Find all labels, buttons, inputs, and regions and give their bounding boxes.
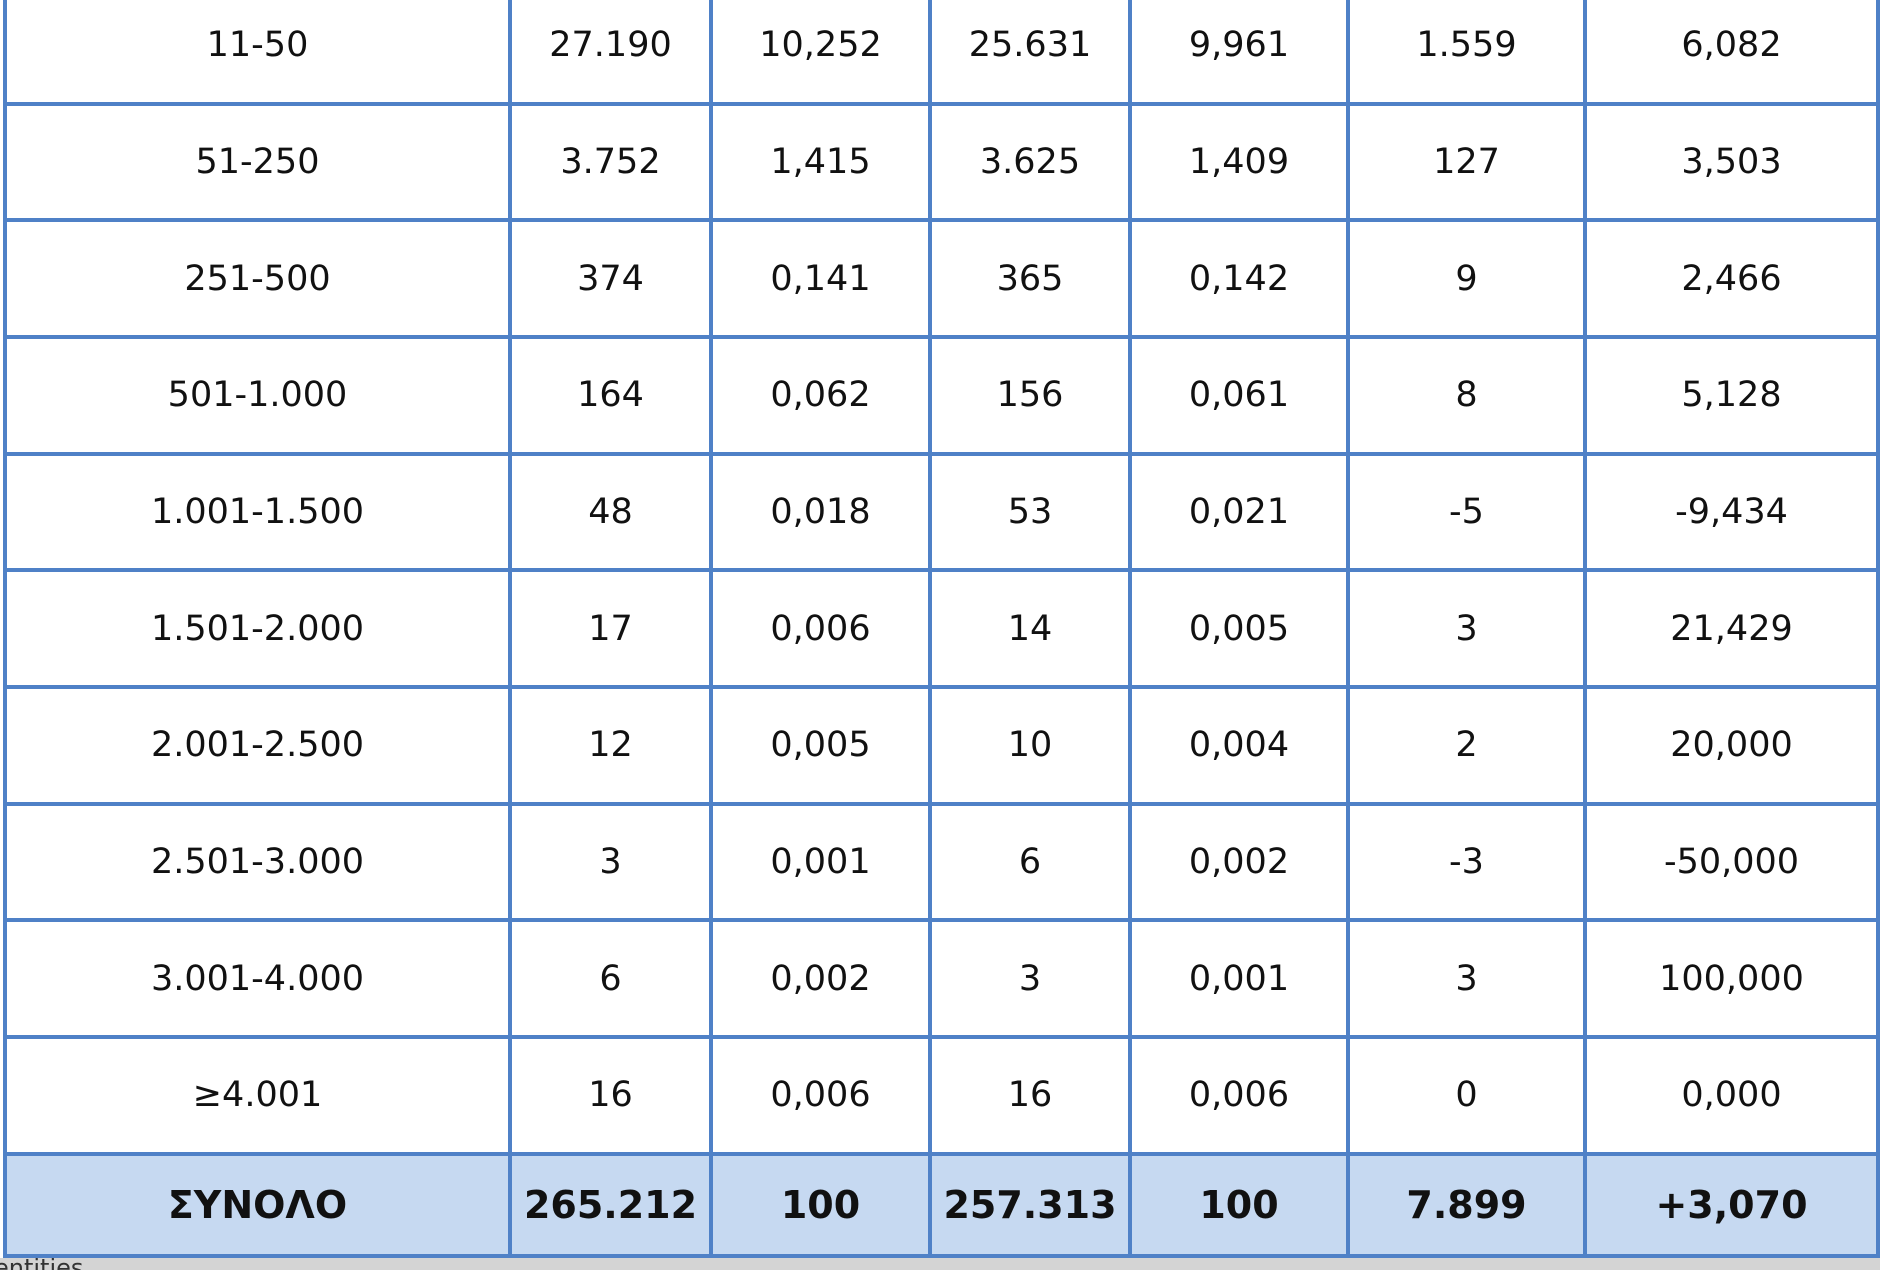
table-cell: 5,128 xyxy=(1587,338,1880,456)
table-cell: 251-500 xyxy=(3,222,512,339)
table-cell: -9,434 xyxy=(1587,455,1880,573)
table-cell: 6 xyxy=(932,805,1132,923)
table-cell: 6,082 xyxy=(1587,0,1880,106)
table-cell: 7.899 xyxy=(1350,1155,1587,1258)
table-cell: 265.212 xyxy=(512,1155,713,1258)
table-cell: 16 xyxy=(932,1039,1132,1156)
table-cell: 3,503 xyxy=(1587,105,1880,223)
table-cell: 10,252 xyxy=(713,0,932,106)
table-cell: 0,018 xyxy=(713,455,932,573)
table-cell: 0,021 xyxy=(1132,455,1350,573)
sheet-tab[interactable]: entities xyxy=(0,1258,83,1270)
table-cell: 12 xyxy=(512,689,713,806)
table-cell: 156 xyxy=(932,338,1132,456)
table-cell: 8 xyxy=(1350,338,1587,456)
table-cell: 0,005 xyxy=(713,689,932,806)
table-cell: 0,001 xyxy=(713,805,932,923)
table-cell: 14 xyxy=(932,572,1132,689)
table-cell: 51-250 xyxy=(3,105,512,223)
table-cell: -50,000 xyxy=(1587,805,1880,923)
table-cell: 0,006 xyxy=(713,1039,932,1156)
table-cell: 0,004 xyxy=(1132,689,1350,806)
table-cell: 1.001-1.500 xyxy=(3,455,512,573)
table-cell: 27.190 xyxy=(512,0,713,106)
table-cell: 53 xyxy=(932,455,1132,573)
table-cell: 365 xyxy=(932,222,1132,339)
table-cell: 3 xyxy=(1350,572,1587,689)
table-cell: 0,061 xyxy=(1132,338,1350,456)
table-cell: 1,415 xyxy=(713,105,932,223)
table-cell: 3 xyxy=(512,805,713,923)
table-cell: -3 xyxy=(1350,805,1587,923)
table-cell: 164 xyxy=(512,338,713,456)
table-cell: 3.001-4.000 xyxy=(3,922,512,1040)
table-cell: 0,002 xyxy=(1132,805,1350,923)
table-cell: 100 xyxy=(1132,1155,1350,1258)
table-cell: 21,429 xyxy=(1587,572,1880,689)
table-cell: 10 xyxy=(932,689,1132,806)
table-cell: 16 xyxy=(512,1039,713,1156)
table-cell: 2 xyxy=(1350,689,1587,806)
table-cell: 6 xyxy=(512,922,713,1040)
table-cell: 0,002 xyxy=(713,922,932,1040)
table-cell: 0,006 xyxy=(1132,1039,1350,1156)
table-cell: 0,141 xyxy=(713,222,932,339)
table-cell: 0,005 xyxy=(1132,572,1350,689)
table-cell: 17 xyxy=(512,572,713,689)
table-cell: 3 xyxy=(932,922,1132,1040)
table-cell: 2,466 xyxy=(1587,222,1880,339)
table-cell: 48 xyxy=(512,455,713,573)
table-cell: 3.752 xyxy=(512,105,713,223)
table-cell: 20,000 xyxy=(1587,689,1880,806)
table-cell: 1.559 xyxy=(1350,0,1587,106)
table-cell: 374 xyxy=(512,222,713,339)
table-cell: ΣΥΝΟΛΟ xyxy=(3,1155,512,1258)
table-cell: 9,961 xyxy=(1132,0,1350,106)
table-cell: 9 xyxy=(1350,222,1587,339)
table-cell: 0,142 xyxy=(1132,222,1350,339)
table-cell: 11-50 xyxy=(3,0,512,106)
table-cell: 2.501-3.000 xyxy=(3,805,512,923)
table-cell: 127 xyxy=(1350,105,1587,223)
table-cell: ≥4.001 xyxy=(3,1039,512,1156)
table-cell: 501-1.000 xyxy=(3,338,512,456)
table-cell: 0 xyxy=(1350,1039,1587,1156)
table-cell: 0,006 xyxy=(713,572,932,689)
table-cell: 100 xyxy=(713,1155,932,1258)
table-cell: 0,001 xyxy=(1132,922,1350,1040)
table-cell: 257.313 xyxy=(932,1155,1132,1258)
table-cell: -5 xyxy=(1350,455,1587,573)
sheet-tab-bar: entities xyxy=(0,1258,1880,1270)
table-cell: 3 xyxy=(1350,922,1587,1040)
table-cell: 100,000 xyxy=(1587,922,1880,1040)
table-cell: 3.625 xyxy=(932,105,1132,223)
table-cell: 0,062 xyxy=(713,338,932,456)
table-cell: 0,000 xyxy=(1587,1039,1880,1156)
table-cell: 2.001-2.500 xyxy=(3,689,512,806)
table-cell: 1,409 xyxy=(1132,105,1350,223)
table-cell: 25.631 xyxy=(932,0,1132,106)
table-cell: +3,070 xyxy=(1587,1155,1880,1258)
table-cell: 1.501-2.000 xyxy=(3,572,512,689)
